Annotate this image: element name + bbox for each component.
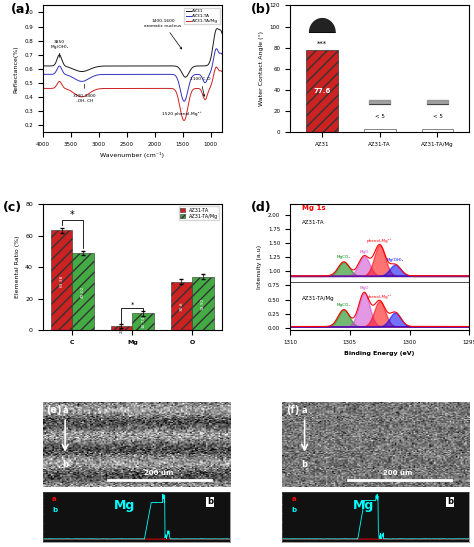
Line: AZ31: AZ31 bbox=[43, 28, 222, 77]
Text: MgO: MgO bbox=[359, 287, 369, 290]
AZ31-TA bbox=[40, 71, 46, 78]
Bar bbox=[171, 282, 192, 330]
Text: 1520 phenol-Mg²⁺: 1520 phenol-Mg²⁺ bbox=[162, 112, 201, 116]
AZ31-TA/Mg bbox=[181, 117, 187, 124]
Text: 3100-3400
-OH, CH: 3100-3400 -OH, CH bbox=[73, 94, 97, 103]
AZ31-TA bbox=[45, 71, 51, 78]
Legend: AZ31-TA, AZ31-TA/Mg: AZ31-TA, AZ31-TA/Mg bbox=[179, 206, 219, 220]
AZ31 bbox=[78, 68, 83, 75]
Text: phenol-Mg²⁺: phenol-Mg²⁺ bbox=[367, 294, 392, 299]
Legend: AZ31, AZ31-TA, AZ31-TA/Mg: AZ31, AZ31-TA, AZ31-TA/Mg bbox=[184, 8, 219, 25]
Text: a: a bbox=[62, 406, 68, 415]
Text: b: b bbox=[62, 459, 68, 469]
Text: *: * bbox=[70, 210, 75, 220]
AZ31-TA bbox=[78, 78, 83, 85]
Text: AZ31-TA: AZ31-TA bbox=[302, 219, 325, 225]
AZ31-TA/Mg bbox=[132, 85, 137, 92]
X-axis label: Wavenumber (cm⁻¹): Wavenumber (cm⁻¹) bbox=[100, 152, 164, 158]
AZ31-TA/Mg bbox=[45, 85, 51, 92]
Y-axis label: Elemental Ratio (%): Elemental Ratio (%) bbox=[15, 236, 19, 299]
Text: ***: *** bbox=[317, 41, 327, 47]
Text: (c): (c) bbox=[3, 201, 22, 214]
Text: Mg 1s: Mg 1s bbox=[302, 205, 326, 211]
Text: 1400-1600
aromatic nucleus: 1400-1600 aromatic nucleus bbox=[145, 19, 182, 49]
Bar bbox=[306, 50, 337, 132]
AZ31 bbox=[132, 63, 137, 69]
Bar bbox=[132, 313, 154, 330]
AZ31 bbox=[182, 74, 188, 80]
AZ31 bbox=[214, 25, 220, 32]
AZ31-TA/Mg bbox=[137, 85, 142, 92]
Text: Mg(OH)₂: Mg(OH)₂ bbox=[387, 258, 404, 262]
Text: 33.92: 33.92 bbox=[201, 298, 205, 310]
Bar bbox=[192, 277, 214, 330]
AZ31-TA/Mg bbox=[214, 64, 219, 71]
AZ31-TA bbox=[137, 71, 142, 78]
Text: 200 um: 200 um bbox=[383, 470, 413, 476]
Text: Mg: Mg bbox=[114, 499, 135, 513]
Text: b: b bbox=[292, 507, 297, 513]
AZ31 bbox=[40, 63, 46, 69]
Text: MgCO₃: MgCO₃ bbox=[337, 255, 351, 259]
Y-axis label: Intensity (a.u): Intensity (a.u) bbox=[257, 245, 263, 289]
AZ31-TA/Mg bbox=[45, 85, 51, 92]
Text: MgCO₃: MgCO₃ bbox=[337, 303, 351, 307]
AZ31-TA bbox=[182, 98, 187, 104]
Text: Mg: Mg bbox=[353, 499, 374, 513]
Bar bbox=[111, 326, 132, 330]
Bar bbox=[51, 230, 73, 330]
AZ31-TA bbox=[214, 45, 219, 52]
Text: 200 um: 200 um bbox=[144, 470, 173, 476]
Text: (a): (a) bbox=[10, 3, 31, 16]
AZ31 bbox=[210, 44, 216, 51]
Text: 10.74: 10.74 bbox=[141, 316, 145, 328]
AZ31 bbox=[137, 63, 142, 69]
Text: b: b bbox=[52, 507, 57, 513]
Bar bbox=[73, 253, 94, 330]
Text: 49.02: 49.02 bbox=[81, 286, 85, 298]
AZ31-TA bbox=[132, 71, 137, 78]
AZ31-TA/Mg bbox=[219, 68, 225, 75]
AZ31-TA bbox=[219, 51, 225, 57]
Text: a: a bbox=[52, 496, 56, 502]
Text: (b): (b) bbox=[251, 3, 271, 16]
AZ31-TA/Mg bbox=[210, 76, 216, 83]
Text: a: a bbox=[302, 406, 308, 415]
AZ31 bbox=[219, 30, 225, 37]
Bar bbox=[364, 129, 395, 132]
Text: < 5: < 5 bbox=[375, 114, 384, 119]
Text: b: b bbox=[447, 497, 453, 507]
AZ31-TA/Mg bbox=[40, 85, 46, 92]
X-axis label: Binding Energy (eV): Binding Energy (eV) bbox=[345, 351, 415, 356]
Text: (d): (d) bbox=[251, 201, 271, 214]
Bar bbox=[421, 129, 453, 132]
Text: b: b bbox=[207, 497, 213, 507]
Text: (e): (e) bbox=[46, 405, 62, 415]
Text: *: * bbox=[131, 302, 134, 308]
AZ31 bbox=[45, 63, 51, 69]
Y-axis label: Water Contact Angle (°): Water Contact Angle (°) bbox=[259, 31, 264, 106]
Text: b: b bbox=[301, 459, 308, 469]
Text: AZ31-TA/Mg: AZ31-TA/Mg bbox=[302, 295, 335, 300]
AZ31-TA bbox=[210, 60, 216, 67]
Text: phenol-Mg²⁺: phenol-Mg²⁺ bbox=[367, 238, 392, 242]
AZ31-TA/Mg bbox=[78, 94, 83, 100]
Text: 77.6: 77.6 bbox=[313, 88, 330, 94]
Text: 3850
Mg(OH)₂: 3850 Mg(OH)₂ bbox=[50, 40, 69, 49]
Line: AZ31-TA/Mg: AZ31-TA/Mg bbox=[43, 67, 222, 120]
AZ31-TA bbox=[45, 71, 51, 78]
Line: AZ31-TA: AZ31-TA bbox=[43, 49, 222, 101]
Text: 63.38: 63.38 bbox=[60, 274, 64, 287]
Text: MgO: MgO bbox=[359, 250, 369, 254]
Text: a: a bbox=[292, 496, 296, 502]
Text: 1100 C-O: 1100 C-O bbox=[191, 77, 211, 96]
AZ31 bbox=[45, 63, 51, 69]
Text: 2.82: 2.82 bbox=[119, 323, 124, 333]
Text: (f): (f) bbox=[286, 405, 299, 415]
Text: < 5: < 5 bbox=[432, 114, 442, 119]
Text: 30.8: 30.8 bbox=[179, 301, 183, 311]
Y-axis label: Reflectance(%): Reflectance(%) bbox=[14, 45, 18, 92]
